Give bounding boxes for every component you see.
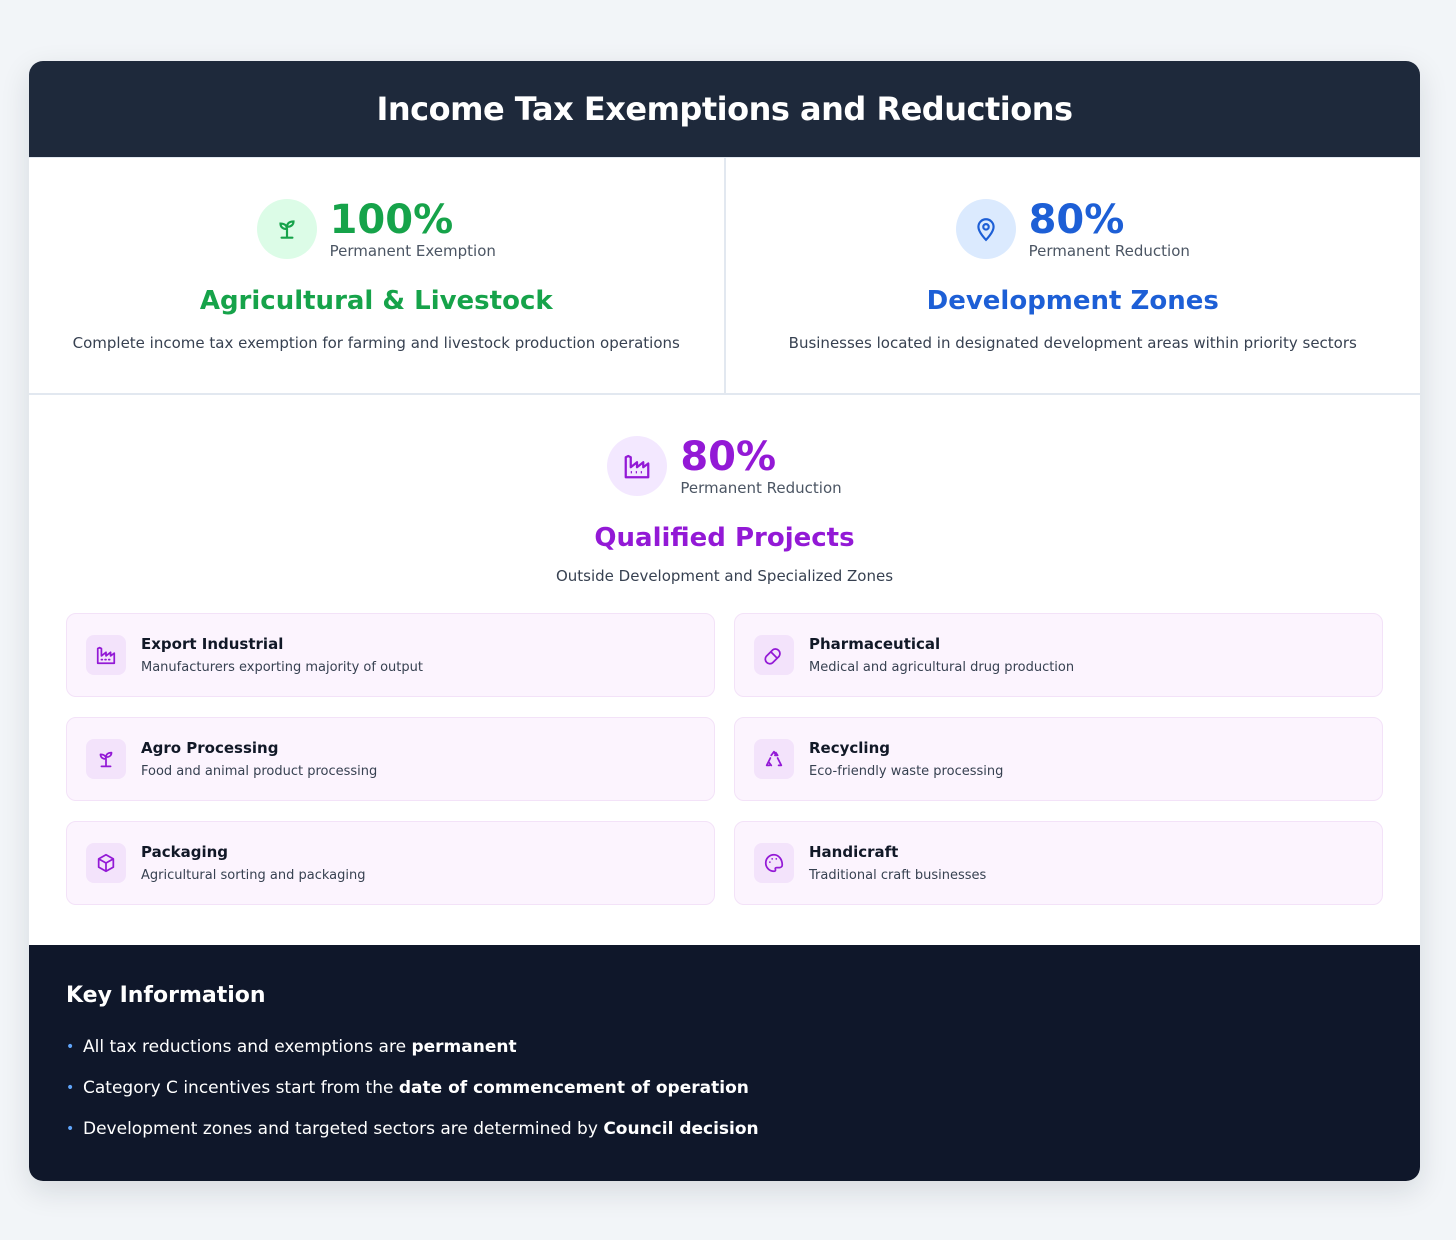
key-info-text: Development zones and targeted sectors a… (83, 1118, 604, 1139)
icon-glyph (764, 648, 781, 665)
card-agri: 100% Permanent Exemption Agricultural & … (29, 158, 724, 393)
key-info-item: • Development zones and targeted sectors … (66, 1108, 1383, 1149)
icon-path (97, 853, 115, 873)
card-description: Complete income tax exemption for farmin… (72, 334, 680, 352)
pin-icon (976, 218, 995, 242)
header: Income Tax Exemptions and Reductions (29, 61, 1420, 157)
project-item: Handicraft Traditional craft businesses (734, 821, 1383, 905)
bullet: • (66, 1120, 75, 1137)
project-title: Agro Processing (141, 739, 279, 757)
stat: 80% Permanent Reduction (955, 198, 1190, 260)
project-description: Manufacturers exporting majority of outp… (141, 660, 423, 675)
key-info-item: • All tax reductions and exemptions are p… (66, 1026, 1383, 1067)
card-zones: 80% Permanent Reduction Development Zone… (723, 158, 1421, 393)
sprout-icon (278, 220, 295, 239)
project-text: Handicraft Traditional craft businesses (809, 843, 986, 883)
project-title: Handicraft (809, 843, 899, 861)
project-grid: Export Industrial Manufacturers exporting… (66, 613, 1383, 905)
project-item: Pharmaceutical Medical and agricultural d… (734, 613, 1383, 697)
icon (607, 436, 668, 496)
top-cards: 100% Permanent Exemption Agricultural & … (29, 157, 1420, 395)
percent-label: Permanent Reduction (680, 479, 842, 497)
key-info-text: All tax reductions and exemptions are (83, 1036, 412, 1057)
stat-text: 80% Permanent Reduction (680, 435, 841, 497)
bullet: • (66, 1038, 75, 1055)
key-info-list: • All tax reductions and exemptions are p… (66, 1026, 1383, 1149)
key-info-item: • Category C incentives start from the da… (66, 1067, 1383, 1108)
icon-path (99, 751, 113, 768)
icon-glyph (99, 751, 113, 768)
key-info-text: Category C incentives start from the (83, 1077, 399, 1098)
project-description: Eco-friendly waste processing (809, 764, 1004, 779)
icon-glyph (765, 750, 783, 767)
project-icon (86, 843, 126, 883)
icon-glyph (96, 646, 116, 665)
key-info-bold: Council decision (603, 1118, 759, 1139)
project-title: Recycling (809, 739, 890, 757)
project-item: Agro Processing Food and animal product p… (66, 717, 715, 801)
bullet: • (66, 1079, 75, 1096)
qualified-section: 80% Permanent Reduction Qualified Projec… (29, 395, 1420, 945)
key-info-line: Category C incentives start from the dat… (83, 1078, 749, 1098)
project-icon (86, 635, 126, 675)
percent-label: Permanent Reduction (1028, 242, 1190, 260)
header-title: Income Tax Exemptions and Reductions (376, 90, 1073, 128)
project-description: Agricultural sorting and packaging (141, 868, 366, 883)
section-subtitle: Outside Development and Specialized Zone… (555, 567, 894, 585)
percent: 100% (329, 197, 454, 243)
card-title: Agricultural & Livestock (199, 286, 553, 316)
project-title: Packaging (141, 843, 228, 861)
icon-path (764, 853, 784, 873)
key-info-line: Development zones and targeted sectors a… (83, 1119, 759, 1139)
icon-path (764, 648, 781, 665)
stat: 80% Permanent Reduction (607, 435, 842, 497)
project-item: Export Industrial Manufacturers exporting… (66, 613, 715, 697)
project-description: Food and animal product processing (141, 764, 378, 779)
project-icon (754, 739, 794, 779)
stat-text: 100% Permanent Exemption (330, 198, 496, 260)
icon (256, 199, 317, 259)
percent: 80% (680, 434, 777, 480)
project-icon (754, 843, 794, 883)
icon-glyph (764, 853, 784, 873)
project-description: Traditional craft businesses (809, 868, 987, 883)
factory-icon (624, 454, 650, 479)
icon (955, 199, 1016, 259)
project-text: Recycling Eco-friendly waste processing (809, 739, 1003, 779)
project-icon (754, 635, 794, 675)
card-title: Development Zones (926, 286, 1219, 316)
project-title: Export Industrial (141, 635, 284, 653)
project-item: Recycling Eco-friendly waste processing (734, 717, 1383, 801)
key-info-bold: date of commencement of operation (398, 1077, 749, 1098)
icon-path (765, 750, 783, 767)
icon-path (96, 646, 116, 665)
key-info-title: Key Information (66, 983, 266, 1008)
project-text: Export Industrial Manufacturers exporting… (141, 635, 423, 675)
project-text: Packaging Agricultural sorting and packag… (141, 843, 365, 883)
project-item: Packaging Agricultural sorting and packag… (66, 821, 715, 905)
key-info: Key Information • All tax reductions and … (29, 945, 1420, 1181)
key-info-line: All tax reductions and exemptions are pe… (83, 1037, 517, 1057)
section-title: Qualified Projects (594, 523, 855, 553)
project-description: Medical and agricultural drug production (809, 660, 1075, 675)
project-text: Agro Processing Food and animal product p… (141, 739, 377, 779)
key-info-bold: permanent (411, 1036, 517, 1057)
project-text: Pharmaceutical Medical and agricultural d… (809, 635, 1074, 675)
percent: 80% (1028, 197, 1125, 243)
icon-glyph (97, 853, 115, 873)
project-icon (86, 739, 126, 779)
project-title: Pharmaceutical (809, 635, 941, 653)
stat: 100% Permanent Exemption (256, 198, 496, 260)
tax-card: Income Tax Exemptions and Reductions 100… (29, 61, 1420, 1181)
stat-text: 80% Permanent Reduction (1029, 198, 1190, 260)
card-description: Businesses located in designated develop… (788, 334, 1357, 352)
percent-label: Permanent Exemption (329, 242, 496, 260)
